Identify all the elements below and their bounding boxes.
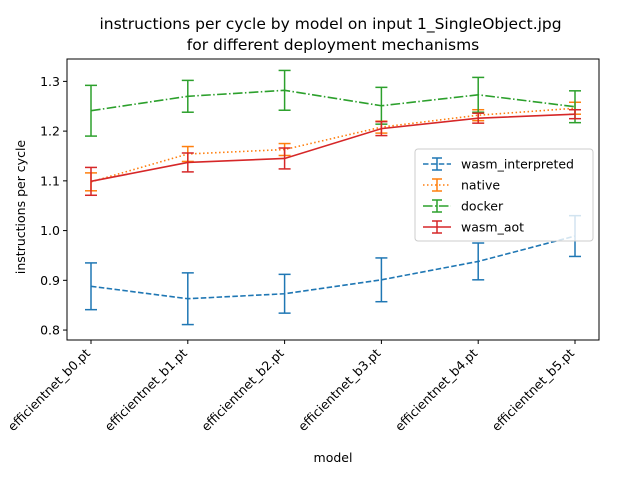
y-tick-label: 0.9 [40, 273, 60, 288]
y-tick-label: 1.1 [40, 173, 60, 188]
x-axis-label: model [314, 450, 353, 465]
legend-label: wasm_interpreted [461, 157, 574, 172]
chart-title-line-2: for different deployment mechanisms [187, 36, 480, 54]
legend-item-docker: docker [423, 199, 504, 214]
y-tick-label: 1.3 [40, 74, 60, 89]
series-wasm_aot [85, 108, 581, 197]
series-line [90, 113, 576, 183]
chart-title-line-1: instructions per cycle by model on input… [99, 15, 561, 34]
series-line [90, 89, 576, 112]
x-tick-label: efficientnet_b5.pt [489, 345, 578, 434]
y-tick-label: 1.0 [40, 223, 60, 238]
legend-item-wasm_interpreted: wasm_interpreted [423, 157, 574, 172]
legend-label: native [461, 178, 500, 193]
y-axis-label: instructions per cycle [13, 140, 28, 275]
y-tick-label: 1.2 [40, 124, 60, 139]
axes-frame [66, 58, 600, 341]
legend-label: docker [461, 199, 504, 214]
series-line [90, 235, 576, 300]
legend-label: wasm_aot [461, 220, 524, 235]
x-tick-label: efficientnet_b4.pt [392, 345, 481, 434]
x-tick-label: efficientnet_b3.pt [295, 345, 384, 434]
legend-box [414, 148, 594, 242]
series-docker [85, 69, 581, 137]
legend-item-wasm_aot: wasm_aot [423, 220, 524, 235]
x-tick-label: efficientnet_b1.pt [101, 345, 190, 434]
x-tick-label: efficientnet_b2.pt [198, 345, 287, 434]
y-tick-label: 0.8 [40, 323, 60, 338]
chart-title: instructions per cycle by model on input… [99, 15, 566, 54]
legend-item-native: native [423, 178, 500, 193]
x-tick-label: efficientnet_b0.pt [5, 345, 94, 434]
